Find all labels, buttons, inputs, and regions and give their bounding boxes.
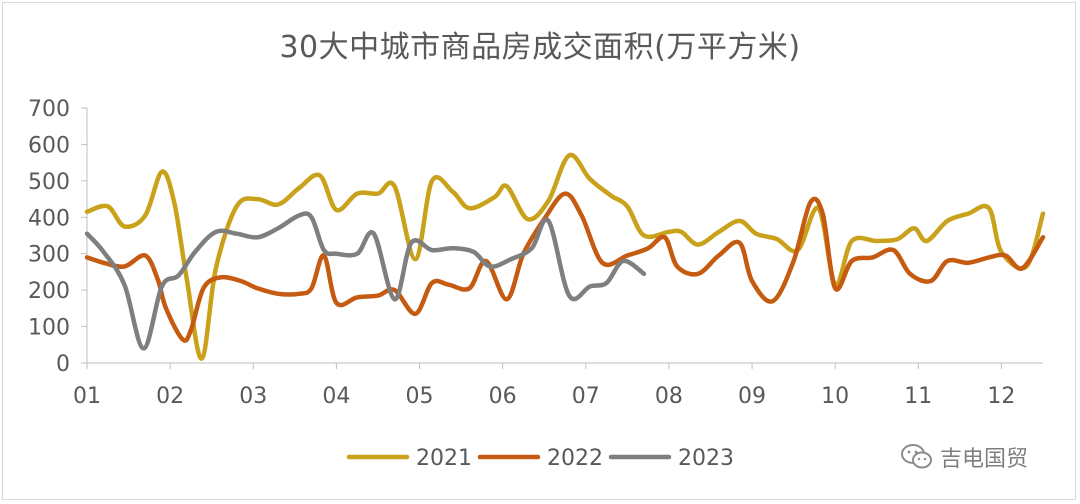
legend-label-2021: 2021: [416, 446, 472, 471]
y-tick-label: 400: [28, 206, 70, 231]
x-tick-label: 11: [904, 384, 932, 409]
x-tick-label: 12: [987, 384, 1015, 409]
y-tick-label: 600: [28, 133, 70, 158]
x-tick-label: 04: [322, 384, 350, 409]
y-tick-label: 0: [56, 352, 70, 377]
chart-series: [84, 152, 1046, 361]
chart-title: 30大中城市商品房成交面积(万平方米): [279, 30, 801, 65]
series-line-2021: [84, 152, 1046, 361]
x-tick-label: 10: [821, 384, 849, 409]
x-tick-label: 06: [489, 384, 517, 409]
y-tick-label: 300: [28, 243, 70, 268]
y-tick-label: 100: [28, 316, 70, 341]
chart-axes: 0 100 200 300 400 500 600 700 01 02 03 04 05 06 07 08 09…: [28, 97, 1043, 409]
series-line-2023: [84, 211, 647, 351]
chart-legend: 2021 2022 2023: [346, 446, 734, 471]
legend-label-2023: 2023: [678, 446, 734, 471]
x-tick-label: 09: [738, 384, 766, 409]
y-tick-label: 200: [28, 279, 70, 304]
x-tick-label: 02: [156, 384, 184, 409]
x-tick-label: 01: [73, 384, 101, 409]
y-tick-label: 700: [28, 97, 70, 122]
x-tick-label: 03: [239, 384, 267, 409]
wechat-icon: [901, 444, 932, 469]
x-tick-label: 07: [572, 384, 600, 409]
y-tick-label: 500: [28, 170, 70, 195]
watermark-text: 吉电国贸: [940, 447, 1029, 472]
x-tick-label: 05: [406, 384, 434, 409]
watermark: 吉电国贸: [900, 441, 1028, 473]
legend-label-2022: 2022: [547, 446, 603, 471]
x-tick-label: 08: [655, 384, 683, 409]
